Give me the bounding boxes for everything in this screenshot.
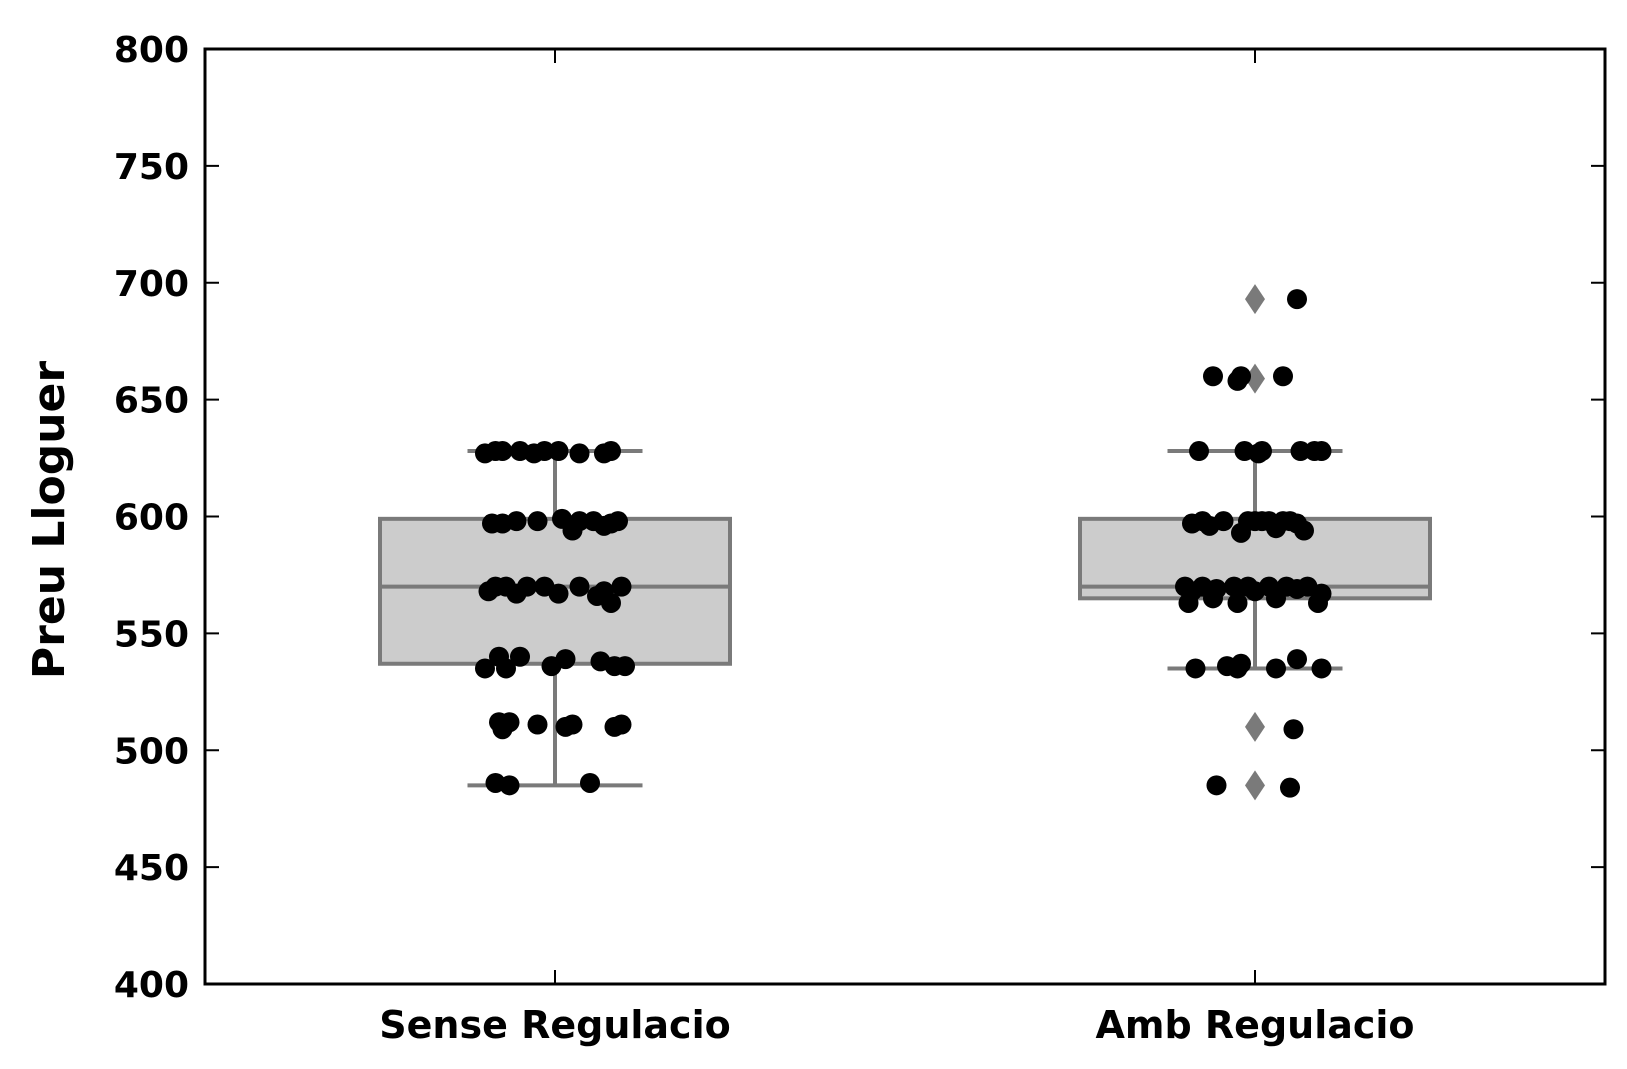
data-point: [492, 719, 513, 740]
data-point: [1311, 441, 1332, 462]
data-point: [1178, 592, 1199, 613]
data-point: [1294, 520, 1314, 541]
data-point: [611, 714, 632, 735]
outlier-marker: [1245, 363, 1265, 394]
x-category-label: Sense Regulacio: [379, 1003, 730, 1047]
x-category-label: Amb Regulacio: [1095, 1003, 1414, 1047]
data-point: [527, 714, 548, 735]
data-point: [1206, 775, 1227, 796]
data-point: [1273, 366, 1293, 387]
data-point: [555, 649, 576, 670]
data-point: [1189, 441, 1209, 462]
data-point: [1231, 366, 1251, 387]
data-point: [569, 443, 590, 464]
data-point: [1308, 592, 1328, 613]
y-tick-label: 500: [114, 731, 189, 772]
data-point: [1287, 649, 1307, 670]
data-point: [569, 511, 590, 532]
data-point: [562, 714, 583, 735]
y-tick-label: 550: [114, 614, 189, 655]
data-point: [569, 576, 590, 597]
data-point: [1224, 576, 1244, 597]
data-point: [534, 441, 555, 462]
data-point: [492, 441, 513, 462]
data-point: [615, 656, 635, 677]
data-point: [601, 592, 621, 613]
data-point: [580, 772, 600, 793]
data-point: [1280, 777, 1300, 798]
ticks-layer: 400 450 500 550 600 650 700 750 800 Sense Regulac…: [114, 30, 1605, 1047]
plot-area: [203, 47, 1607, 986]
outlier-marker: [1245, 711, 1265, 742]
data-point: [510, 646, 530, 667]
y-tick-label: 650: [114, 381, 189, 422]
points-layer: [475, 289, 1332, 798]
data-point: [608, 511, 628, 532]
data-point: [548, 441, 569, 462]
data-point: [1213, 511, 1234, 532]
data-point: [1252, 441, 1272, 462]
data-point: [475, 658, 495, 679]
data-point: [527, 511, 548, 532]
data-point: [1311, 658, 1332, 679]
data-point: [517, 576, 537, 597]
data-point: [1231, 653, 1251, 674]
y-tick-label: 800: [114, 30, 189, 71]
outlier-marker: [1245, 284, 1265, 315]
y-tick-label: 450: [114, 848, 189, 889]
y-tick-label: 600: [114, 498, 189, 539]
y-tick-label: 750: [114, 147, 189, 188]
data-point: [1266, 588, 1286, 609]
data-point: [611, 576, 632, 597]
plot-frame: [203, 47, 1607, 986]
data-point: [499, 775, 520, 796]
data-point: [548, 583, 569, 604]
data-point: [1287, 289, 1307, 310]
data-point: [601, 441, 621, 462]
y-tick-label: 700: [114, 264, 189, 305]
data-point: [1203, 366, 1223, 387]
data-point: [1185, 658, 1206, 679]
outlier-marker: [1245, 770, 1265, 801]
data-point: [1203, 588, 1223, 609]
y-tick-label: 400: [114, 965, 189, 1006]
data-point: [496, 658, 516, 679]
data-point: [1227, 592, 1248, 613]
y-axis-title: Preu Lloguer: [24, 361, 75, 679]
data-point: [1283, 719, 1304, 740]
data-point: [506, 511, 527, 532]
data-point: [1266, 658, 1286, 679]
data-point: [1290, 441, 1311, 462]
